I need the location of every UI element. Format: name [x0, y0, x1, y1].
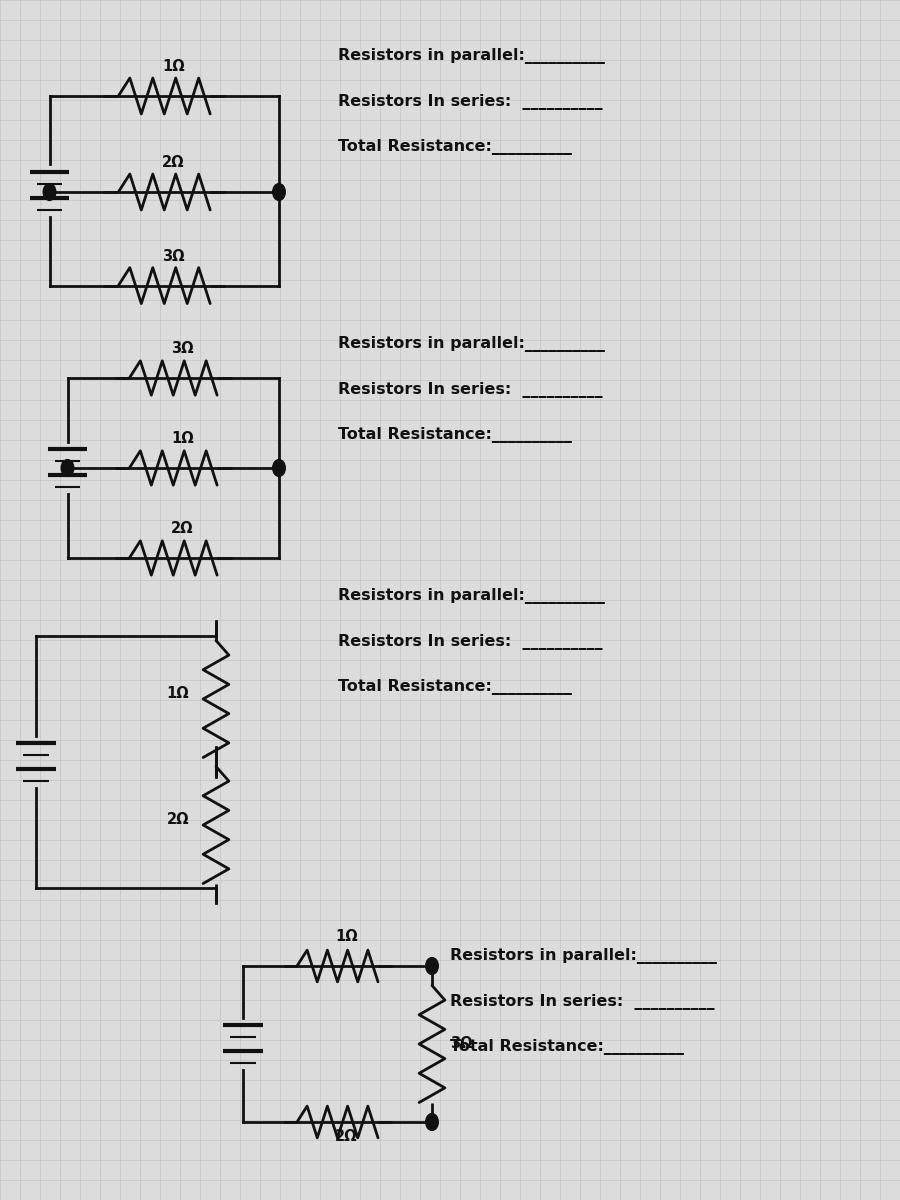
Circle shape — [273, 184, 285, 200]
Text: 2Ω: 2Ω — [335, 1129, 358, 1145]
Text: Resistors in parallel:__________: Resistors in parallel:__________ — [338, 336, 605, 352]
Text: Resistors In series:  __________: Resistors In series: __________ — [338, 634, 602, 649]
Text: Resistors in parallel:__________: Resistors in parallel:__________ — [338, 48, 605, 64]
Text: 1Ω: 1Ω — [166, 685, 189, 701]
Text: 3Ω: 3Ω — [171, 341, 194, 356]
Text: Resistors In series:  __________: Resistors In series: __________ — [338, 94, 602, 109]
Text: Total Resistance:__________: Total Resistance:__________ — [338, 679, 572, 695]
Circle shape — [273, 460, 285, 476]
Circle shape — [61, 460, 74, 476]
Text: 2Ω: 2Ω — [166, 811, 189, 827]
Text: Total Resistance:__________: Total Resistance:__________ — [450, 1039, 684, 1055]
Text: 2Ω: 2Ω — [171, 521, 194, 536]
Text: 3Ω: 3Ω — [450, 1037, 472, 1051]
Text: Total Resistance:__________: Total Resistance:__________ — [338, 427, 572, 443]
Text: 3Ω: 3Ω — [162, 248, 184, 264]
Text: Resistors In series:  __________: Resistors In series: __________ — [338, 382, 602, 397]
Text: 2Ω: 2Ω — [162, 156, 184, 170]
Circle shape — [43, 184, 56, 200]
Text: Resistors in parallel:__________: Resistors in parallel:__________ — [338, 588, 605, 604]
Text: 1Ω: 1Ω — [162, 59, 184, 74]
Text: Total Resistance:__________: Total Resistance:__________ — [338, 139, 572, 155]
Circle shape — [426, 1114, 438, 1130]
Circle shape — [426, 958, 438, 974]
Text: Resistors In series:  __________: Resistors In series: __________ — [450, 994, 715, 1009]
Text: 1Ω: 1Ω — [335, 929, 358, 944]
Text: Resistors in parallel:__________: Resistors in parallel:__________ — [450, 948, 717, 964]
Text: 1Ω: 1Ω — [171, 431, 194, 446]
